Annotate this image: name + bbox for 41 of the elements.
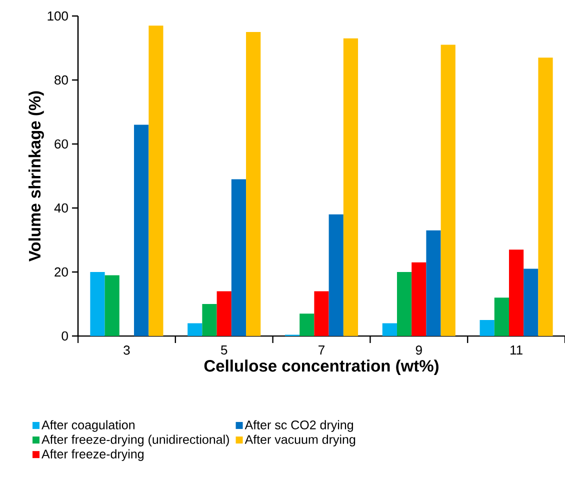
bar: [480, 320, 494, 336]
bar: [412, 262, 426, 336]
legend-label: After coagulation: [42, 420, 134, 432]
x-axis-title: Cellulose concentration (wt%): [204, 360, 438, 375]
x-tick-label: 3: [124, 346, 130, 355]
bar: [148, 26, 164, 336]
y-axis-title: Volume shrinkage (%): [28, 91, 44, 262]
bar: [524, 268, 538, 336]
y-tick-label: 80: [54, 75, 68, 85]
bar: [538, 58, 553, 336]
bar: [246, 32, 261, 336]
bar: [90, 272, 105, 336]
bar: [508, 250, 524, 336]
bar: [216, 291, 232, 336]
y-tick-label: 0: [62, 331, 68, 341]
x-tick-label: 7: [318, 346, 324, 354]
legend-label: After vacuum drying: [244, 434, 356, 446]
x-tick-label: 5: [221, 346, 228, 355]
bar: [134, 124, 149, 336]
x-tick-label: 11: [510, 346, 522, 354]
bar: [231, 179, 246, 336]
bar: [382, 323, 397, 336]
y-tick-label: 100: [48, 11, 68, 21]
bar: [188, 323, 202, 336]
y-tick-label: 40: [54, 203, 68, 213]
bar: [396, 272, 412, 336]
legend-label: After sc CO2 drying: [244, 420, 354, 432]
bar: [314, 291, 329, 336]
x-tick-label: 9: [416, 346, 422, 355]
bar: [300, 314, 314, 336]
bar: [328, 214, 344, 336]
legend-label: After freeze-drying (unidirectional): [42, 434, 229, 446]
bar: [343, 38, 358, 336]
bar: [426, 230, 441, 336]
bar: [104, 275, 120, 336]
bar: [202, 304, 217, 336]
bar: [494, 298, 509, 336]
legend-label: After freeze-drying: [42, 449, 144, 461]
bar: [440, 44, 456, 336]
y-tick-label: 20: [54, 267, 68, 277]
y-tick-label: 60: [54, 139, 68, 149]
